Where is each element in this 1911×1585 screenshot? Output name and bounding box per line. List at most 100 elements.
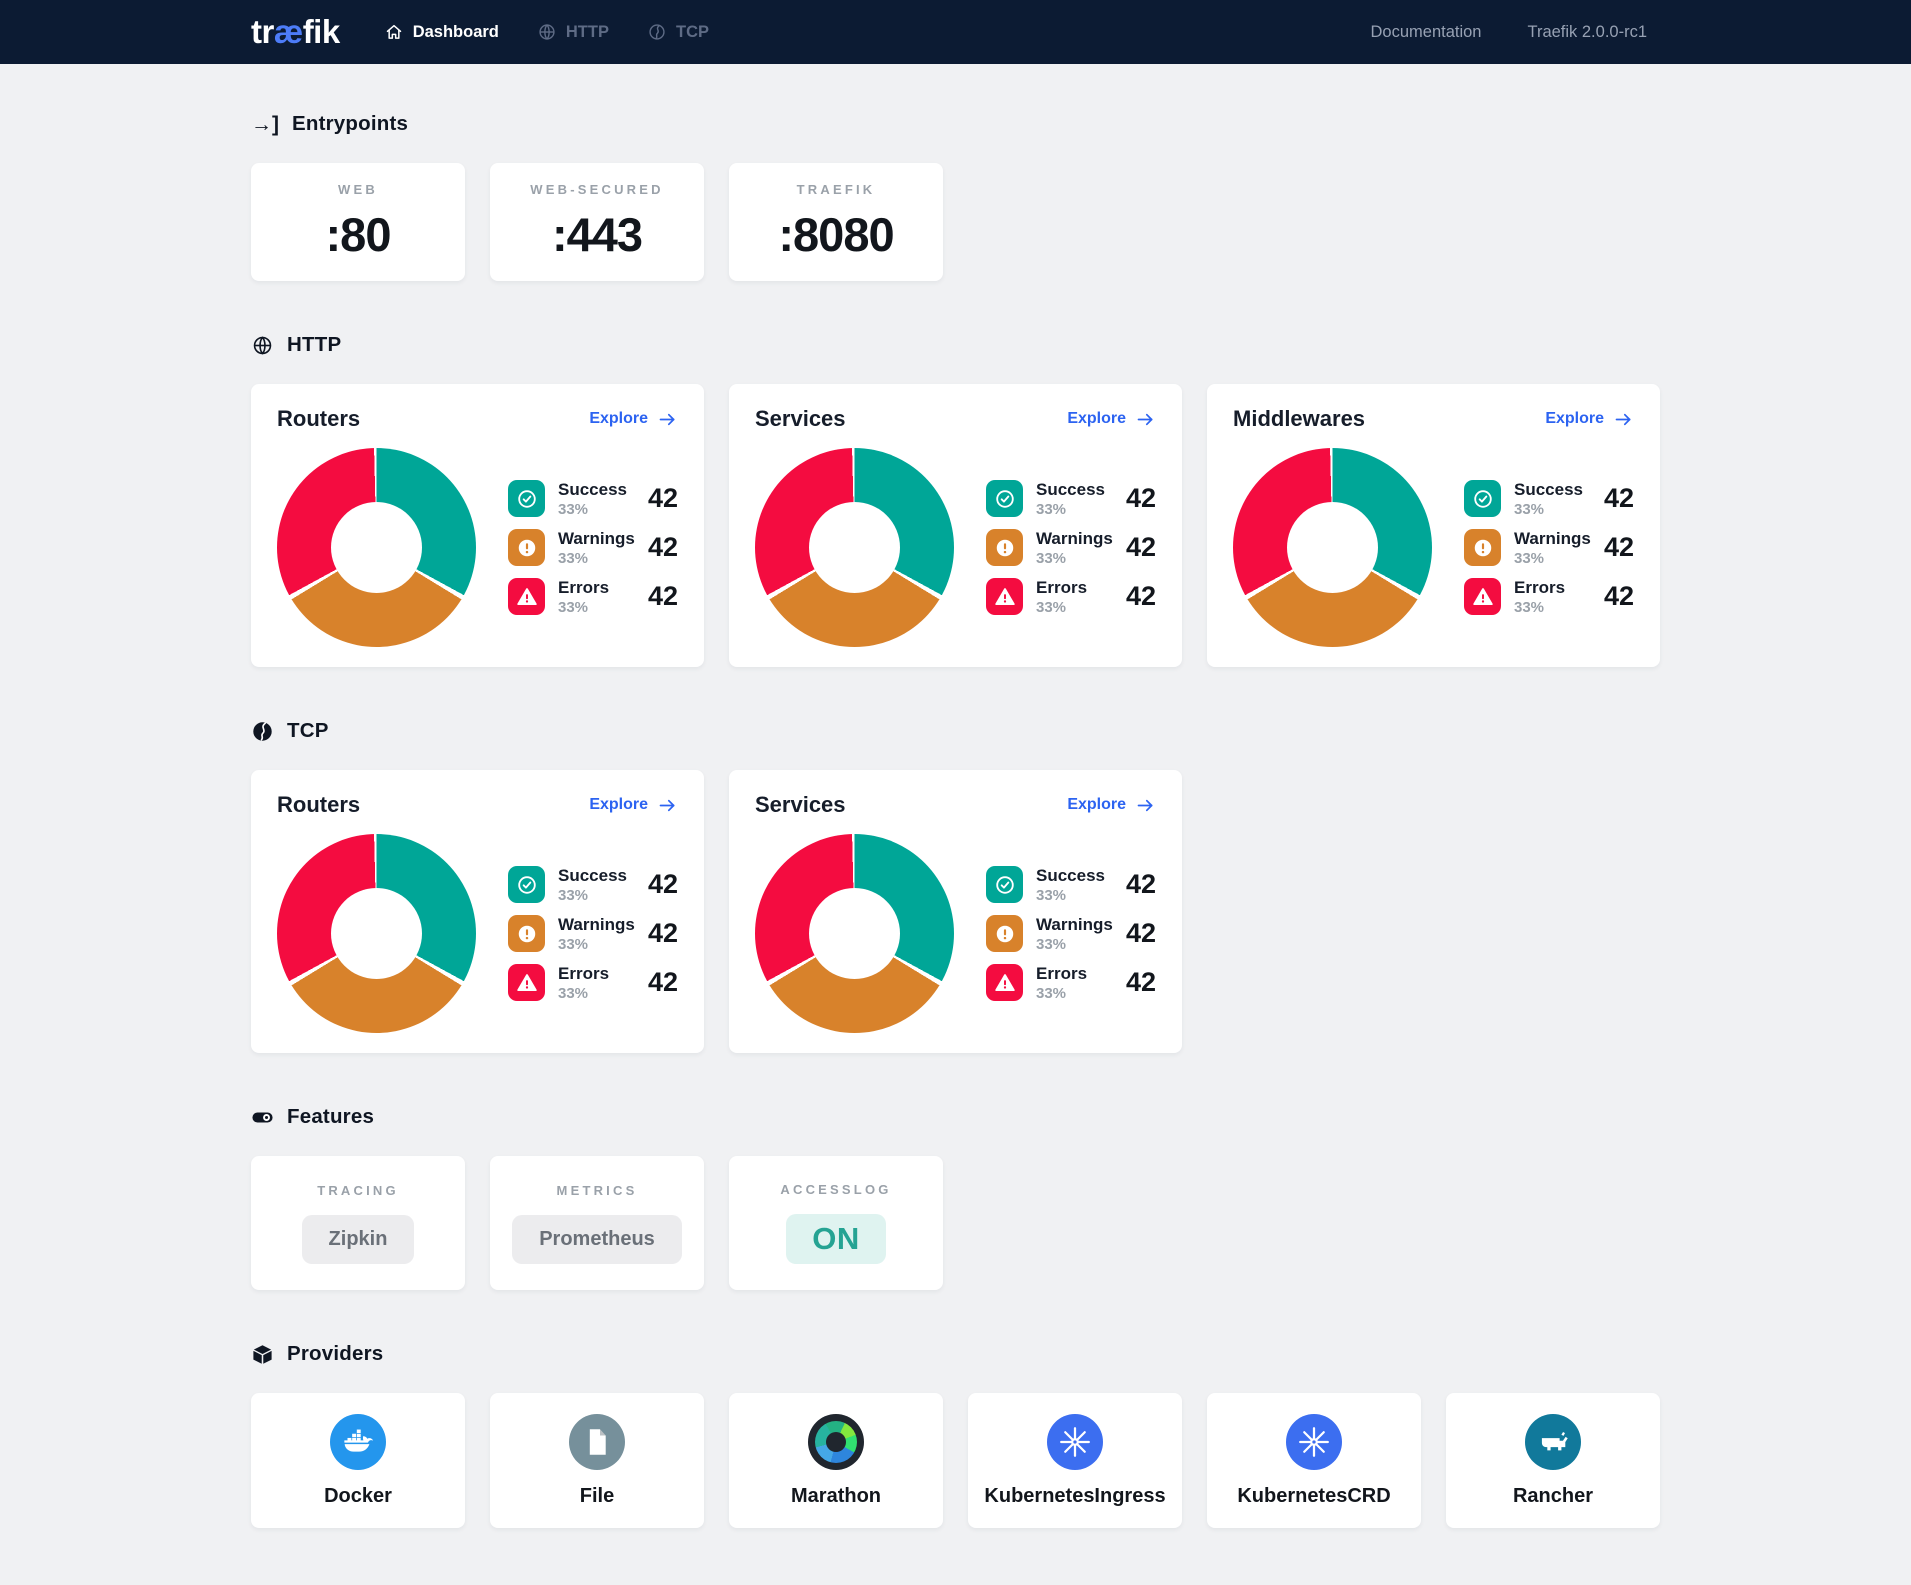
http-services-card: Services Explore Success 33% 42: [729, 384, 1182, 667]
version-label: Traefik 2.0.0-rc1: [1527, 22, 1647, 41]
rancher-bull-icon: [1535, 1424, 1571, 1460]
globe-icon: [251, 334, 274, 357]
main-content: →] Entrypoints WEB :80 WEB-SECURED :443 …: [251, 64, 1660, 1574]
check-circle-icon: [992, 486, 1018, 512]
nav-item-label: Dashboard: [412, 22, 499, 41]
arrow-right-icon: [657, 795, 678, 816]
http-routers-card: Routers Explore Success 33% 42: [251, 384, 704, 667]
logo-text: fik: [302, 13, 341, 50]
check-circle-icon: [992, 872, 1018, 898]
provider-name: Docker: [324, 1484, 392, 1507]
legend-item-warnings: Warnings 33% 42: [508, 915, 678, 953]
rancher-icon: [1525, 1413, 1581, 1470]
section-header-providers: Providers: [251, 1342, 1660, 1366]
entrypoint-label: WEB: [338, 182, 378, 197]
toggle-icon: [251, 1106, 274, 1129]
section-header-tcp: TCP: [251, 719, 1660, 743]
exclamation-circle-icon: [514, 535, 540, 561]
legend-label: Success: [558, 865, 627, 885]
legend-label: Warnings: [558, 914, 635, 934]
documentation-link[interactable]: Documentation: [1370, 22, 1482, 41]
http-middlewares-card: Middlewares Explore Success 33% 42: [1207, 384, 1660, 667]
exclamation-circle-icon: [1470, 535, 1496, 561]
exclamation-circle-icon: [992, 535, 1018, 561]
legend-label: Errors: [1514, 577, 1566, 597]
arrow-right-icon: [657, 409, 678, 430]
legend-item-success: Success 33% 42: [508, 480, 678, 518]
explore-link[interactable]: Explore: [1545, 409, 1634, 430]
kubernetes-wheel-icon: [1057, 1424, 1093, 1460]
section-title: Entrypoints: [292, 112, 409, 135]
legend-value: 42: [647, 869, 678, 899]
provider-card-docker: Docker: [251, 1393, 465, 1528]
legend-percent: 33%: [1036, 886, 1067, 904]
file-icon: [569, 1413, 625, 1470]
legend-value: 42: [647, 967, 678, 997]
tcp-icon: [647, 22, 667, 42]
legend-value: 42: [1125, 483, 1156, 513]
warning-triangle-icon: [1470, 584, 1496, 610]
docker-whale-icon: [340, 1424, 376, 1460]
legend-percent: 33%: [558, 935, 589, 953]
legend-item-warnings: Warnings 33% 42: [986, 529, 1156, 567]
legend-item-success: Success 33% 42: [508, 866, 678, 904]
legend-label: Errors: [1036, 577, 1088, 597]
card-title: Services: [755, 406, 846, 431]
legend-value: 42: [1125, 581, 1156, 611]
docker-icon: [330, 1413, 386, 1470]
explore-link[interactable]: Explore: [1067, 409, 1156, 430]
section-tcp: TCP Routers Explore Success 33%: [251, 719, 1660, 1053]
legend-percent: 33%: [1514, 500, 1545, 518]
donut-chart: [277, 834, 476, 1033]
success-icon: [986, 480, 1023, 517]
exclamation-circle-icon: [514, 921, 540, 947]
legend-label: Errors: [558, 577, 610, 597]
explore-link[interactable]: Explore: [1067, 795, 1156, 816]
legend-percent: 33%: [1036, 549, 1067, 567]
legend-value: 42: [1125, 532, 1156, 562]
feature-label: TRACING: [317, 1182, 399, 1198]
entrypoint-label: TRAEFIK: [796, 182, 876, 197]
warning-icon: [986, 915, 1023, 952]
legend-percent: 33%: [558, 598, 589, 616]
logo-text: tr: [251, 13, 274, 50]
nav-item-tcp[interactable]: TCP: [647, 22, 709, 42]
legend-value: 42: [1125, 967, 1156, 997]
section-entrypoints: →] Entrypoints WEB :80 WEB-SECURED :443 …: [251, 112, 1660, 281]
explore-link[interactable]: Explore: [589, 409, 678, 430]
warning-triangle-icon: [514, 584, 540, 610]
legend-label: Errors: [1036, 963, 1088, 983]
feature-value-pill: Prometheus: [512, 1214, 682, 1264]
providers-grid: Docker File Marathon KubernetesIngress K…: [251, 1393, 1660, 1528]
section-http: HTTP Routers Explore Success 33%: [251, 333, 1660, 667]
entrypoint-card-traefik: TRAEFIK :8080: [729, 163, 943, 281]
success-icon: [1464, 480, 1501, 517]
entrypoint-label: WEB-SECURED: [530, 182, 664, 197]
home-icon: [384, 22, 404, 42]
legend-label: Warnings: [1036, 528, 1113, 548]
success-icon: [508, 480, 545, 517]
check-circle-icon: [514, 486, 540, 512]
legend-item-warnings: Warnings 33% 42: [986, 915, 1156, 953]
legend-value: 42: [647, 483, 678, 513]
legend-value: 42: [647, 581, 678, 611]
entrypoint-card-web-secured: WEB-SECURED :443: [490, 163, 704, 281]
chart-legend: Success 33% 42 Warnings 33% 42 Errors 33% 4…: [986, 866, 1156, 1002]
donut-chart: [755, 834, 954, 1033]
explore-label: Explore: [1067, 410, 1126, 427]
nav-item-dashboard[interactable]: Dashboard: [384, 22, 499, 42]
feature-label: METRICS: [556, 1182, 638, 1198]
legend-percent: 33%: [558, 549, 589, 567]
legend-item-warnings: Warnings 33% 42: [1464, 529, 1634, 567]
legend-value: 42: [647, 918, 678, 948]
section-header-http: HTTP: [251, 333, 1660, 357]
explore-link[interactable]: Explore: [589, 795, 678, 816]
nav-item-label: TCP: [675, 22, 709, 41]
section-providers: Providers Docker File Marathon Kubernete…: [251, 1342, 1660, 1528]
marathon-icon: [808, 1413, 864, 1470]
nav-item-http[interactable]: HTTP: [537, 22, 609, 42]
provider-card-rancher: Rancher: [1446, 1393, 1660, 1528]
explore-label: Explore: [1067, 796, 1126, 813]
tcp-grid: Routers Explore Success 33% 42: [251, 770, 1660, 1053]
warning-triangle-icon: [992, 584, 1018, 610]
